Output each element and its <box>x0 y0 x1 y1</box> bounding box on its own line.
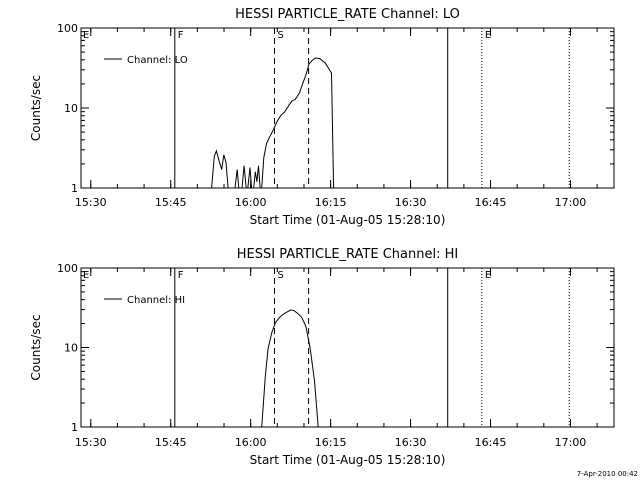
x-tick-label: 17:00 <box>555 196 587 209</box>
chart-title: HESSI PARTICLE_RATE Channel: HI <box>237 247 458 262</box>
x-tick-label: 16:30 <box>395 436 427 449</box>
x-tick-label: 15:30 <box>75 436 107 449</box>
x-tick-label: 16:30 <box>395 196 427 209</box>
y-tick-label: 1 <box>71 421 78 434</box>
marker-label: E <box>485 30 491 41</box>
series-line <box>253 165 261 189</box>
plot-frame <box>80 267 615 428</box>
series-line <box>241 165 247 189</box>
y-tick-label: 100 <box>57 262 78 275</box>
x-tick-label: 16:15 <box>315 196 347 209</box>
series-line <box>261 309 319 428</box>
legend-entry: Channel: LO <box>127 55 188 66</box>
x-tick-label: 16:00 <box>235 436 267 449</box>
series-line <box>211 149 229 189</box>
x-tick-label: 17:00 <box>555 436 587 449</box>
x-tick-label: 15:45 <box>155 436 187 449</box>
chart-title: HESSI PARTICLE_RATE Channel: LO <box>235 7 460 22</box>
marker-label: E <box>485 270 491 281</box>
marker-label: S <box>277 30 283 41</box>
y-axis-label: Counts/sec <box>29 75 43 141</box>
y-tick-label: 100 <box>57 22 78 35</box>
marker-label: S <box>277 270 283 281</box>
series-line <box>234 169 240 189</box>
x-axis-label: Start Time (01-Aug-05 15:28:10) <box>250 453 446 467</box>
x-tick-label: 16:45 <box>475 436 507 449</box>
x-tick-label: 16:00 <box>235 196 267 209</box>
y-axis-label: Counts/sec <box>29 314 43 380</box>
marker-label: F <box>178 30 184 41</box>
panel-hi: HESSI PARTICLE_RATE Channel: HI F S E E 15:30… <box>29 247 615 467</box>
x-tick-label: 15:45 <box>155 196 187 209</box>
marker-label: E <box>83 270 89 281</box>
footer-timestamp: 7-Apr-2010 00:42 <box>577 470 638 478</box>
x-tick-label: 16:45 <box>475 196 507 209</box>
marker-label: F <box>178 270 184 281</box>
marker-label: E <box>83 30 89 41</box>
x-axis-label: Start Time (01-Aug-05 15:28:10) <box>250 213 446 227</box>
panel-lo: HESSI PARTICLE_RATE Channel: LO F S E E 15:30… <box>29 7 615 227</box>
y-tick-label: 10 <box>64 102 78 115</box>
series-line <box>261 57 335 189</box>
plot-frame <box>80 27 615 189</box>
x-tick-label: 15:30 <box>75 196 107 209</box>
y-tick-label: 1 <box>71 182 78 195</box>
x-tick-label: 16:15 <box>315 436 347 449</box>
y-tick-label: 10 <box>64 342 78 355</box>
legend-entry: Channel: HI <box>127 295 185 306</box>
